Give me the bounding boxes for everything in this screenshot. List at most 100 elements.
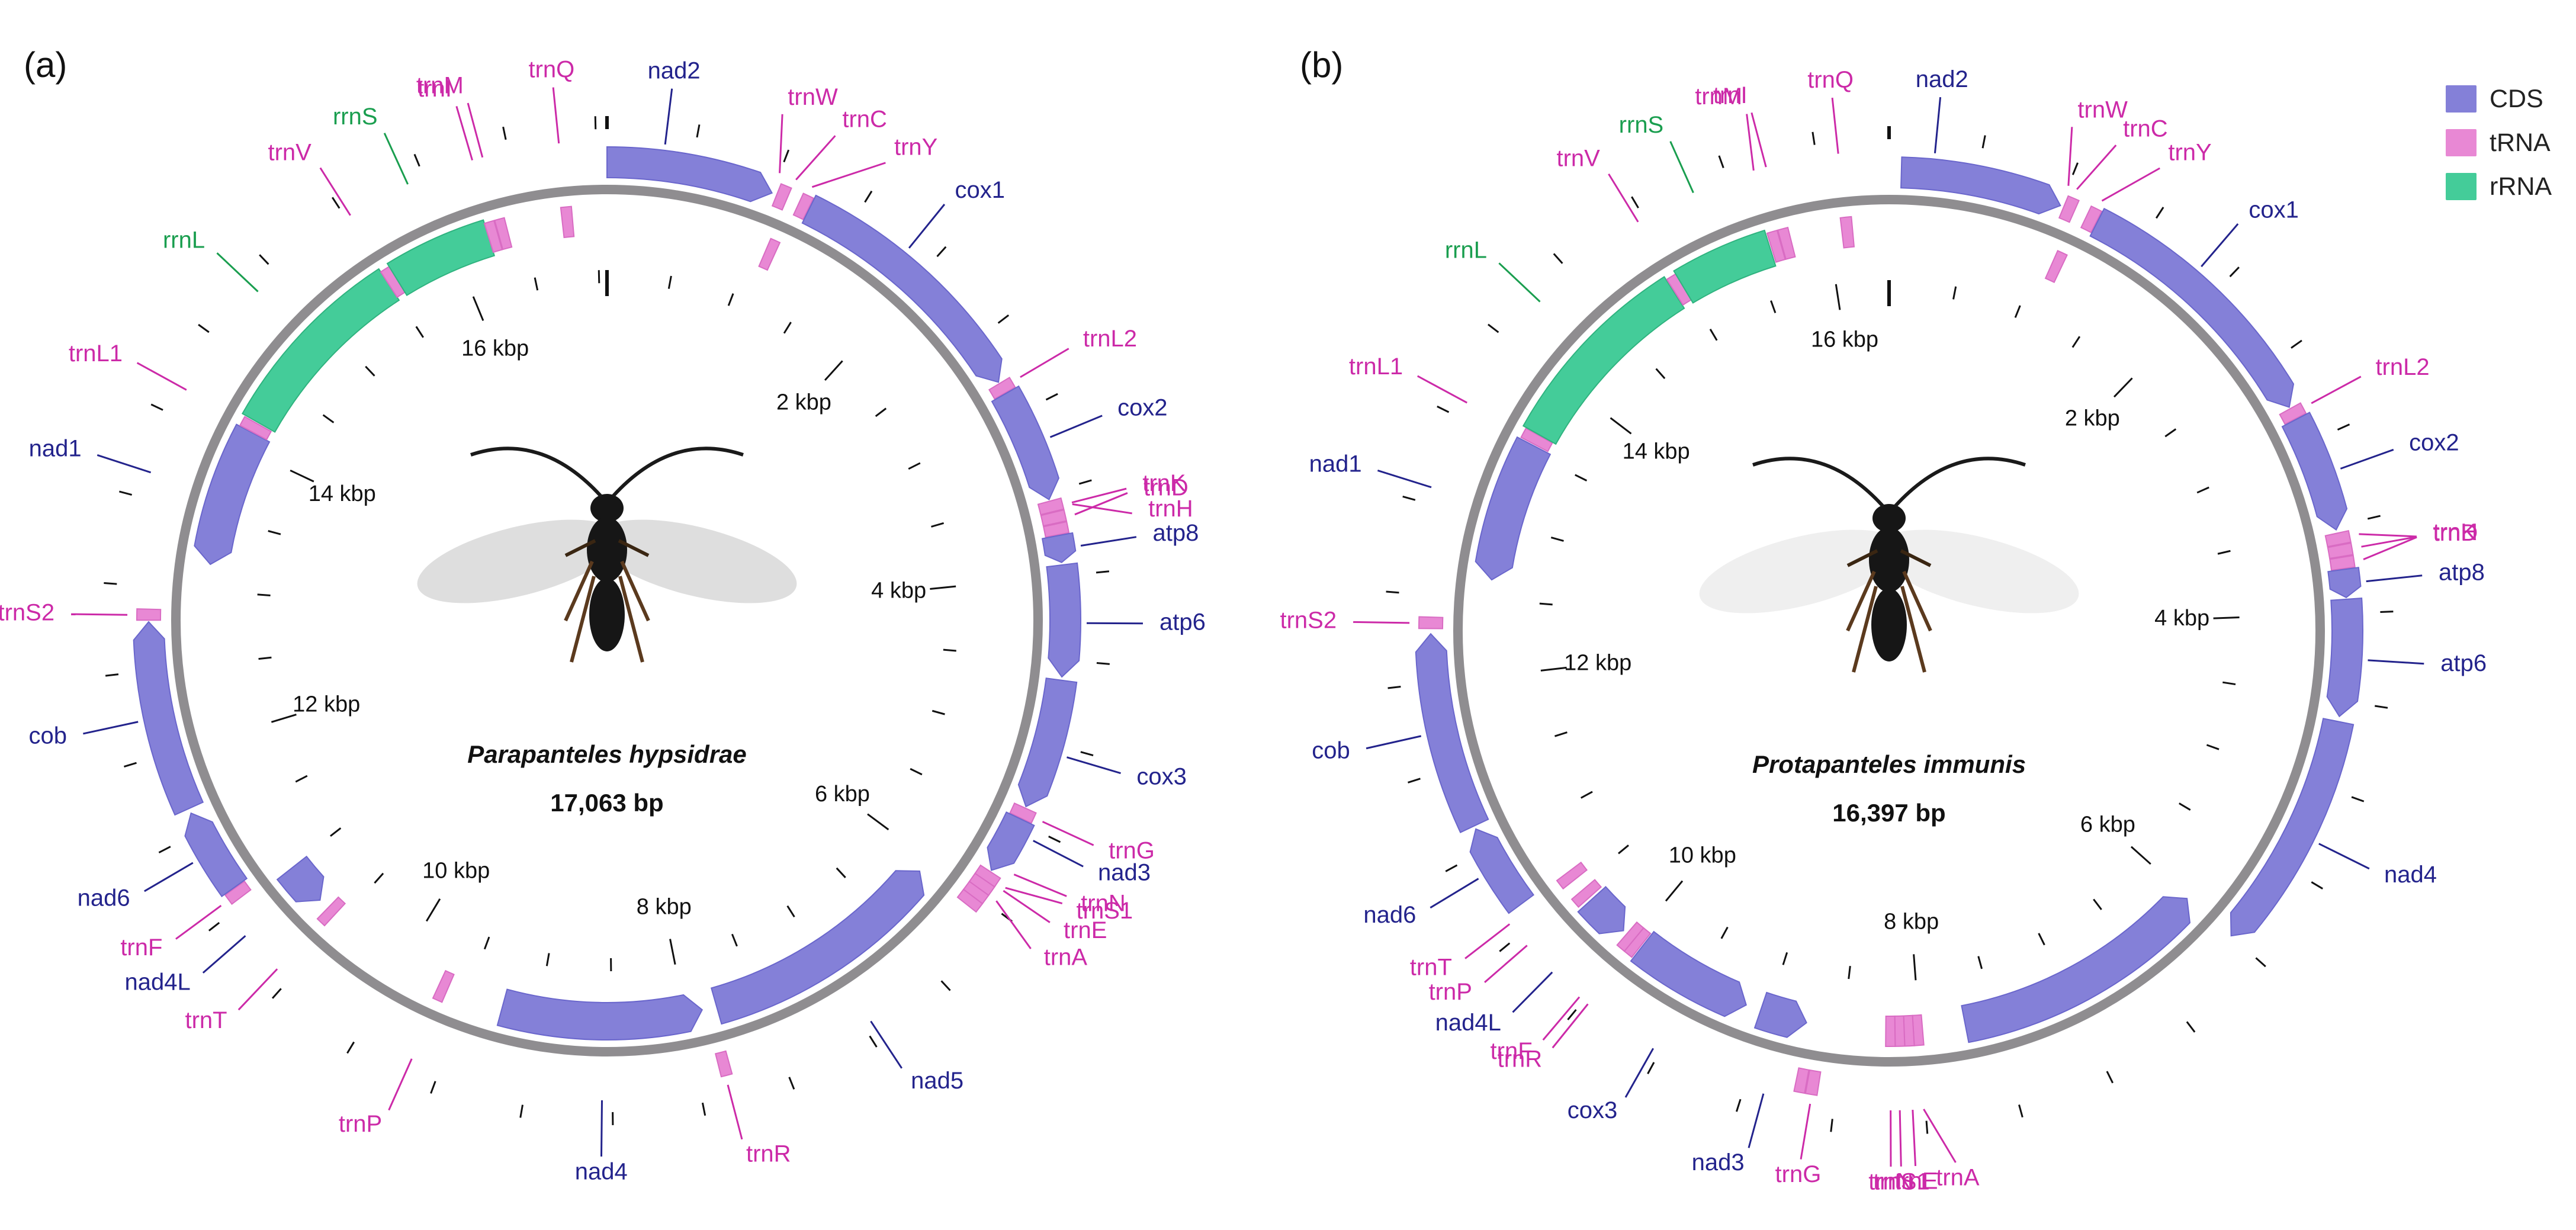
outer-tick: [2351, 796, 2365, 802]
outer-tick: [2155, 207, 2164, 219]
scale-label: 6 kbp: [815, 782, 870, 807]
inner-tick: [2196, 486, 2209, 494]
gene-label: cox1: [955, 177, 1006, 203]
gene-nad2: [606, 146, 773, 203]
genome-backbone: [1453, 195, 2325, 1067]
gene-trnI: [1777, 226, 1796, 260]
genome-size: 16,397 bp: [1832, 799, 1945, 827]
label-leader: [1464, 923, 1511, 959]
inner-tick: [2206, 744, 2220, 750]
outer-tick: [2337, 423, 2350, 431]
gene-nad4: [2230, 718, 2355, 937]
legend-label-rrna: rRNA: [2490, 172, 2552, 201]
inner-tick: [1554, 731, 1568, 737]
inner-tick: [2213, 616, 2240, 619]
scale-label: 4 kbp: [2154, 606, 2209, 631]
outer-tick: [1553, 253, 1563, 264]
label-leader: [1353, 621, 1410, 624]
gene-label: trnL1: [1349, 354, 1403, 380]
gene-trnF: [1616, 921, 1644, 952]
gene-trnL1: [1520, 427, 1553, 452]
outer-tick: [1096, 570, 1110, 574]
legend-swatch-cds: [2446, 85, 2477, 113]
inner-tick: [1782, 952, 1788, 965]
wasp-wing-right: [1877, 529, 2079, 614]
outer-tick: [332, 197, 341, 209]
gene-trnY: [792, 192, 815, 220]
gene-label: trnW: [2077, 97, 2128, 123]
gene-trnM: [1766, 229, 1786, 263]
inner-tick: [290, 469, 314, 483]
wasp-leg: [564, 539, 596, 557]
gene-cox3: [1017, 677, 1078, 808]
inner-tick: [1848, 966, 1851, 979]
gene-cox2: [991, 385, 1059, 501]
gene-trnL2: [988, 377, 1016, 400]
label-leader: [71, 613, 128, 616]
outer-tick: [1488, 323, 1499, 333]
wasp-leg: [618, 576, 644, 663]
gene-label: trnL2: [1083, 326, 1137, 352]
gene-label: trnE: [1064, 917, 1107, 943]
gene-trnP: [1570, 879, 1602, 908]
gene-label: trnR: [746, 1141, 791, 1167]
outer-tick: [1045, 393, 1058, 401]
gene-trnN: [1885, 1015, 1896, 1047]
gene-label: nad1: [29, 435, 82, 461]
legend-item-cds: CDS: [2446, 77, 2573, 121]
wasp-leg: [1852, 586, 1878, 673]
label-leader: [97, 454, 152, 474]
gene-label: cob: [1312, 737, 1350, 763]
wasp-leg: [1846, 549, 1878, 567]
legend: CDS tRNA rRNA: [2446, 77, 2573, 208]
genome-size: 17,063 bp: [550, 789, 663, 817]
inner-tick: [727, 293, 734, 306]
inner-tick: [1913, 954, 1917, 981]
wasp-leg: [564, 560, 594, 622]
gene-label: rrnS: [333, 104, 378, 130]
wasp-leg: [1900, 549, 1932, 567]
outer-tick: [502, 126, 507, 140]
outer-tick: [2229, 266, 2240, 278]
outer-tick: [271, 988, 282, 999]
outer-tick: [1735, 1099, 1742, 1112]
gene-rrnL: [1522, 276, 1685, 445]
gene-trnF: [224, 880, 252, 905]
scale-label: 10 kbp: [1669, 843, 1736, 868]
gene-label: rrnS: [1619, 112, 1664, 138]
label-leader: [1512, 971, 1553, 1013]
inner-tick: [1539, 602, 1553, 606]
inner-tick: [786, 905, 795, 918]
gene-label: trnG: [1109, 838, 1155, 864]
inner-tick: [2113, 377, 2133, 398]
gene-label: nad6: [78, 885, 130, 911]
outer-tick: [259, 254, 269, 265]
gene-trnG: [1804, 1069, 1822, 1096]
gene-label: cox3: [1568, 1097, 1618, 1123]
gene-label: nad3: [1692, 1149, 1745, 1176]
label-leader: [727, 1084, 743, 1140]
label-leader: [1430, 878, 1479, 909]
wasp-leg: [618, 539, 650, 557]
label-leader: [552, 87, 560, 144]
label-leader: [1033, 840, 1084, 868]
label-leader: [2359, 533, 2417, 538]
wasp-photo: [417, 447, 797, 663]
outer-tick: [1647, 1062, 1655, 1074]
label-leader: [136, 362, 187, 391]
inner-tick: [1655, 368, 1666, 380]
inner-tick: [783, 322, 792, 334]
inner-tick: [472, 296, 484, 322]
gene-nad6: [184, 812, 248, 898]
inner-tick: [374, 872, 384, 884]
inner-tick: [1575, 474, 1588, 481]
scale-label: 16 kbp: [461, 336, 529, 361]
gene-nad3: [987, 811, 1035, 871]
outer-tick: [118, 490, 133, 496]
gene-label: nad3: [1098, 860, 1151, 886]
gene-nad5: [710, 870, 925, 1025]
gene-cob: [133, 621, 204, 816]
label-leader: [1746, 114, 1755, 171]
inner-tick: [415, 326, 425, 338]
